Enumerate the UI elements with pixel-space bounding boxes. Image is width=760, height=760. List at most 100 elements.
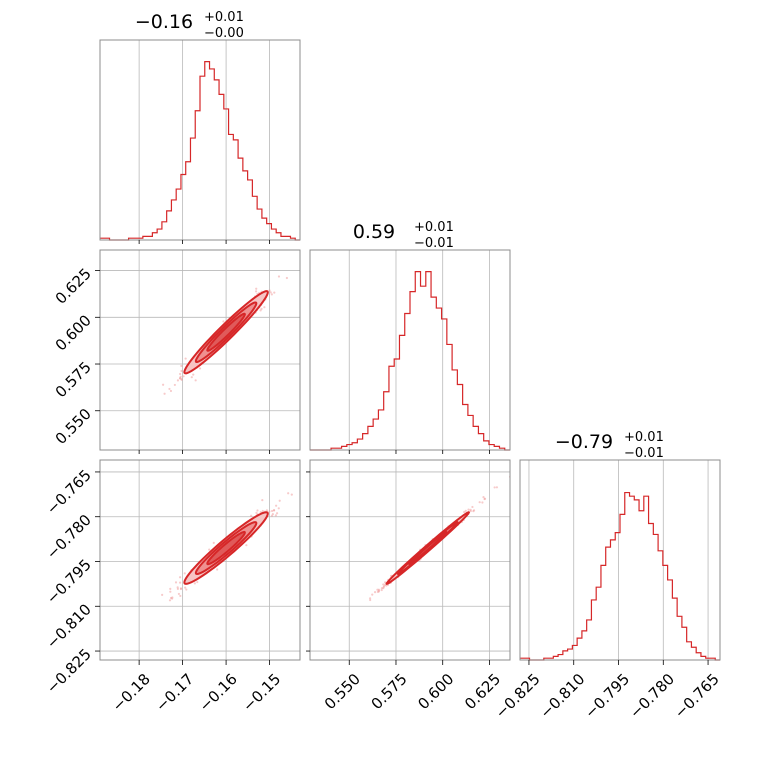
sample-point xyxy=(277,275,281,278)
sample-point xyxy=(273,291,276,294)
param-title-3: −0.79 +0.01−0.01 xyxy=(555,430,664,461)
sample-point xyxy=(265,509,269,512)
sample-point xyxy=(168,599,172,602)
sample-point xyxy=(382,587,385,590)
y-tick-label: 0.625 xyxy=(52,265,95,308)
y-axis-3: −0.825−0.810−0.795−0.780−0.765 xyxy=(43,466,100,697)
y-tick-label: 0.575 xyxy=(52,358,95,401)
sample-point xyxy=(275,504,278,507)
x-tick-label: −0.780 xyxy=(626,670,678,722)
sample-point xyxy=(168,387,171,391)
title-upper-error: +0.01 xyxy=(414,220,454,235)
sample-point xyxy=(196,580,199,584)
sample-point xyxy=(261,499,264,502)
sample-point xyxy=(198,367,202,370)
sample-point xyxy=(180,364,183,368)
sample-point xyxy=(245,544,248,547)
title-lower-error: −0.01 xyxy=(414,236,454,251)
x-axis-3: −0.825−0.810−0.795−0.780−0.765 xyxy=(492,660,723,722)
sample-point xyxy=(493,486,496,489)
sample-point xyxy=(277,507,280,510)
y-tick-label: −0.810 xyxy=(43,600,95,652)
x-tick-label: 0.575 xyxy=(368,670,411,713)
sample-point xyxy=(472,510,475,513)
x-tick-label: −0.765 xyxy=(671,670,723,722)
x-tick-label: −0.16 xyxy=(196,670,241,715)
histogram-step-3 xyxy=(520,491,720,661)
x-tick-label: −0.17 xyxy=(152,670,197,715)
sample-point xyxy=(185,588,188,591)
sample-point xyxy=(273,509,276,512)
histogram-panel-1: −0.16 +0.01−0.00 xyxy=(99,10,301,241)
sample-point xyxy=(179,587,183,590)
sample-point xyxy=(180,369,183,373)
x-tick-label: −0.825 xyxy=(492,670,544,722)
sample-point xyxy=(368,597,372,600)
sample-point xyxy=(184,357,187,360)
sample-point xyxy=(190,376,193,379)
title-value: −0.79 xyxy=(555,431,613,453)
sample-point xyxy=(161,593,164,596)
title-value: −0.16 xyxy=(135,11,193,33)
sample-point xyxy=(482,495,485,499)
histogram-step-1 xyxy=(100,61,300,241)
sample-point xyxy=(270,293,273,296)
histogram-panel-2: 0.59 +0.01−0.01 xyxy=(309,220,511,451)
density-contour-1 xyxy=(183,290,269,375)
sample-point xyxy=(274,514,277,517)
sample-point xyxy=(380,588,383,592)
x-tick-label: 0.550 xyxy=(321,670,364,713)
scatter-panel-1-0 xyxy=(99,249,301,451)
sample-point xyxy=(177,592,181,596)
sample-point xyxy=(174,581,178,584)
density-contour-3 xyxy=(408,530,448,566)
sample-point xyxy=(161,383,165,386)
sample-point xyxy=(192,373,195,376)
sample-point xyxy=(290,493,293,496)
sample-point xyxy=(176,379,180,382)
sample-point xyxy=(169,389,173,393)
sample-point xyxy=(275,512,279,515)
sample-point xyxy=(469,510,472,513)
sample-point xyxy=(382,585,386,588)
title-upper-error: +0.01 xyxy=(624,430,664,445)
sample-point xyxy=(184,586,187,589)
density-contour-2 xyxy=(194,521,258,576)
sample-point xyxy=(178,581,182,584)
sample-point xyxy=(216,568,219,571)
sample-point xyxy=(169,590,172,593)
y-tick-label: −0.780 xyxy=(43,511,95,563)
x-tick-label: −0.15 xyxy=(239,670,284,715)
sample-point xyxy=(259,309,262,312)
title-lower-error: −0.01 xyxy=(624,446,664,461)
sample-point xyxy=(478,501,481,504)
scatter-panel-2-0 xyxy=(99,459,301,661)
sample-point xyxy=(270,509,274,513)
sample-point xyxy=(278,499,281,502)
sample-point xyxy=(268,289,271,292)
sample-point xyxy=(371,593,374,596)
sample-point xyxy=(182,375,185,378)
histogram-step-2 xyxy=(310,271,510,451)
sample-point xyxy=(180,378,183,381)
panel-frame xyxy=(309,459,511,661)
sample-point xyxy=(464,509,467,512)
grid-lines xyxy=(310,460,510,660)
panel-frame xyxy=(99,39,301,241)
sample-point xyxy=(250,514,253,517)
param-title-2: 0.59 +0.01−0.01 xyxy=(353,220,454,251)
sample-point xyxy=(179,594,182,598)
sample-point xyxy=(382,583,385,586)
density-contour-2 xyxy=(194,301,258,364)
sample-point xyxy=(263,306,266,309)
panel-frame xyxy=(99,249,301,451)
grid-lines xyxy=(528,460,709,660)
y-tick-label: −0.795 xyxy=(43,556,95,608)
sample-point xyxy=(269,291,272,294)
sample-point xyxy=(193,582,196,585)
grid-lines xyxy=(138,40,270,240)
panel-frame xyxy=(309,249,511,451)
sample-point xyxy=(471,505,474,509)
